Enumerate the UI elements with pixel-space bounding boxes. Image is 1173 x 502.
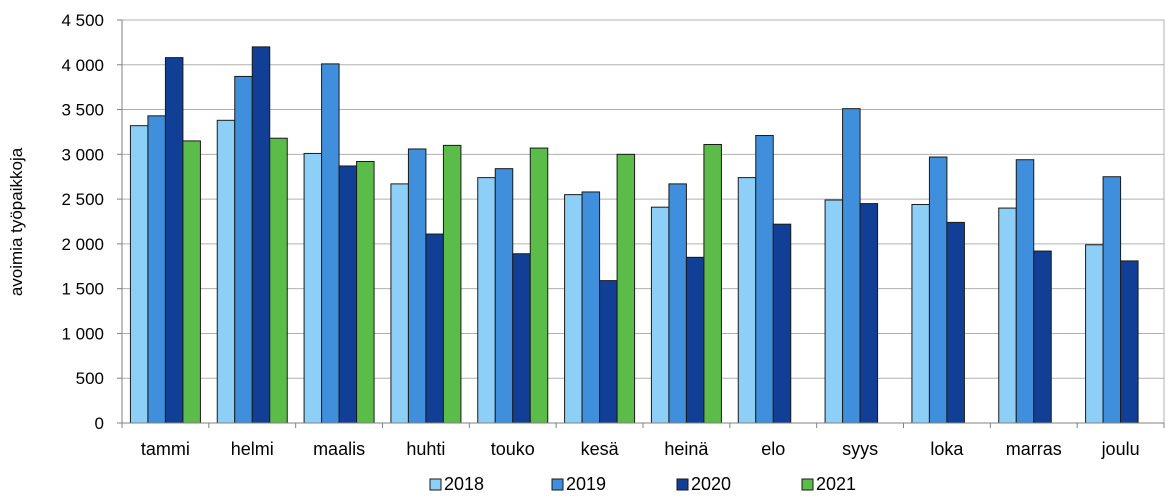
- bar-2020-marras: [1033, 250, 1052, 424]
- bar-2021-helmi: [269, 137, 288, 424]
- legend-label-2021: 2021: [816, 474, 856, 494]
- bar-2020-syys: [859, 203, 879, 424]
- bar-2018-joulu: [1085, 244, 1104, 424]
- bar-2021-huhti: [442, 144, 462, 424]
- bar-2021-tammi: [182, 140, 201, 424]
- bar-2018-loka: [911, 203, 930, 424]
- x-tick-label: elo: [761, 439, 785, 459]
- bar-2018-touko: [477, 177, 496, 424]
- bar-2020-elo: [772, 223, 792, 424]
- bar-2020-maalis: [338, 165, 358, 424]
- x-tick-label: marras: [1006, 439, 1062, 459]
- y-axis-label: avoimia työpaikkoja: [7, 147, 26, 296]
- y-tick-label: 0: [95, 414, 104, 433]
- bar-2019-marras: [1015, 159, 1035, 424]
- legend-label-2018: 2018: [444, 474, 484, 494]
- x-tick-label: heinä: [664, 439, 709, 459]
- bar-2018-heinä: [650, 206, 670, 424]
- x-tick-label: tammi: [141, 439, 190, 459]
- y-tick-label: 500: [76, 369, 104, 388]
- bar-2018-syys: [824, 199, 844, 424]
- bar-2018-huhti: [390, 183, 409, 424]
- bar-2019-huhti: [407, 148, 427, 424]
- bar-2019-tammi: [147, 115, 166, 424]
- legend-swatch-2019: [551, 478, 564, 491]
- legend: 2018 2019 2020 2021: [429, 474, 856, 494]
- bar-2019-helmi: [234, 75, 253, 424]
- bar-2018-elo: [737, 177, 757, 424]
- bar-2020-touko: [512, 253, 531, 424]
- bar-2020-heinä: [685, 256, 705, 424]
- x-tick-label: loka: [930, 439, 964, 459]
- y-tick-label: 4 000: [61, 56, 104, 75]
- x-tick-label: kesä: [581, 439, 620, 459]
- bar-2019-elo: [755, 135, 774, 424]
- bar-2018-tammi: [129, 125, 149, 424]
- y-tick-label: 2 000: [61, 235, 104, 254]
- bar-2020-tammi: [164, 57, 184, 424]
- bar-2018-helmi: [216, 119, 236, 424]
- y-tick-label: 3 500: [61, 101, 104, 120]
- bars: [129, 46, 1139, 424]
- bar-2019-loka: [928, 156, 948, 424]
- y-tick-label: 1 500: [61, 280, 104, 299]
- bar-2019-joulu: [1102, 176, 1122, 424]
- bar-2019-touko: [494, 168, 514, 424]
- bar-2021-maalis: [356, 160, 375, 424]
- bar-2021-touko: [529, 147, 549, 424]
- legend-label-2020: 2020: [691, 474, 731, 494]
- y-tick-labels: 0 500 1 000 1 500 2 000 2 500 3 000 3 500 4 000 4…: [61, 11, 104, 433]
- y-tick-label: 4 500: [61, 11, 104, 30]
- y-tick-label: 1 000: [61, 324, 104, 343]
- bar-2020-loka: [946, 221, 965, 424]
- x-tick-labels: tammi helmi maalis huhti touko kesä heinä elo sy…: [141, 439, 1140, 459]
- bar-2020-helmi: [251, 46, 271, 424]
- x-tick-label: maalis: [313, 439, 365, 459]
- bar-2019-heinä: [668, 183, 687, 424]
- y-tick-label: 2 500: [61, 190, 104, 209]
- axes: [117, 19, 1165, 428]
- legend-swatch-2021: [801, 478, 814, 491]
- bar-2019-syys: [842, 108, 861, 424]
- x-tick-label: joulu: [1101, 439, 1140, 459]
- legend-swatch-2020: [676, 478, 689, 491]
- x-tick-label: syys: [842, 439, 878, 459]
- bar-2021-kesä: [616, 153, 636, 424]
- bar-2021-heinä: [703, 143, 722, 424]
- bar-2018-maalis: [303, 152, 323, 424]
- x-tick-label: huhti: [406, 439, 445, 459]
- bar-2019-kesä: [581, 191, 601, 424]
- x-tick-label: helmi: [231, 439, 274, 459]
- x-tick-label: touko: [491, 439, 535, 459]
- bar-2020-joulu: [1120, 260, 1139, 424]
- bar-2020-huhti: [425, 233, 444, 424]
- bar-2018-kesä: [564, 194, 583, 424]
- y-tick-label: 3 000: [61, 145, 104, 164]
- legend-label-2019: 2019: [566, 474, 606, 494]
- legend-swatch-2018: [429, 478, 442, 491]
- bar-2019-maalis: [321, 63, 340, 424]
- bar-2018-marras: [998, 207, 1017, 424]
- bar-2020-kesä: [599, 280, 618, 424]
